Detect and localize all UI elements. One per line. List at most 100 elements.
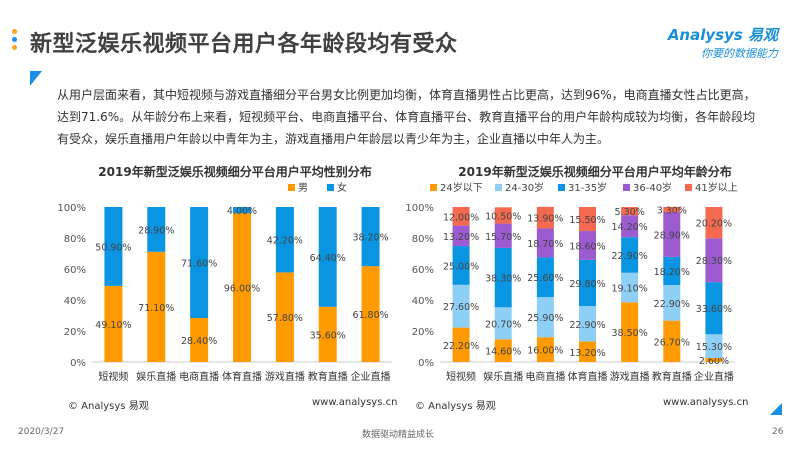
data-label: 20.70% <box>485 319 521 330</box>
bar-segment <box>579 231 596 260</box>
data-label: 15.70% <box>485 232 521 243</box>
bar-segment <box>452 207 470 226</box>
bar-segment <box>579 207 596 232</box>
logo-name: Analysys 易观 <box>667 26 778 44</box>
bar-segment <box>536 257 554 298</box>
data-label: 22.90% <box>569 320 605 331</box>
y-tick-label: 100% <box>57 203 86 214</box>
bar-segment <box>104 207 123 286</box>
data-label: 64.40% <box>310 253 346 264</box>
slogan: 数据驱动精益成长 <box>362 430 435 440</box>
data-label: 33.60% <box>696 304 732 315</box>
y-tick-label: 0% <box>418 358 434 369</box>
data-label: 38.50% <box>612 328 648 339</box>
bar-segment <box>663 212 681 257</box>
chart-title: 2019年新型泛娱乐视频细分平台用户平均年龄分布 <box>458 164 731 179</box>
bar-segment <box>452 246 470 285</box>
data-label: 14.60% <box>485 347 521 358</box>
bar-segment <box>579 341 596 362</box>
y-tick-label: 60% <box>64 265 86 276</box>
data-label: 25.60% <box>527 273 563 284</box>
data-label: 28.40% <box>181 336 217 347</box>
data-label: 5.30% <box>615 207 645 218</box>
bar-segment <box>494 207 512 224</box>
legend-label: 女 <box>337 181 347 194</box>
bar-segment <box>536 228 554 258</box>
bar-segment <box>233 207 251 214</box>
bar-segment <box>536 206 554 229</box>
x-tick-label: 企业直播 <box>694 370 734 383</box>
data-label: 16.00% <box>527 346 563 357</box>
bar-segment <box>494 307 512 340</box>
y-tick-label: 40% <box>412 296 434 307</box>
data-label: 50.90% <box>95 242 131 253</box>
x-tick-label: 娱乐直播 <box>136 370 176 383</box>
y-tick-label: 0% <box>70 358 86 369</box>
bar-segment <box>494 339 512 362</box>
bar-segment <box>494 247 512 308</box>
corner-triangle-icon <box>770 403 782 415</box>
right-url: www.analysys.cn <box>663 397 749 408</box>
data-label: 28.30% <box>696 256 732 267</box>
logo-slogan: 你要的数据能力 <box>701 47 778 60</box>
data-label: 15.30% <box>696 342 732 353</box>
data-label: 38.20% <box>352 233 388 244</box>
bar-segment <box>452 225 470 247</box>
x-tick-label: 教育直播 <box>652 370 692 383</box>
data-label: 3.30% <box>657 206 687 217</box>
legend-swatch <box>623 184 630 191</box>
y-tick-label: 20% <box>64 327 86 338</box>
data-label: 35.60% <box>310 330 346 341</box>
data-label: 12.00% <box>443 212 479 223</box>
data-label: 96.00% <box>224 284 260 295</box>
page-title: 新型泛娱乐视频平台用户各年龄段均有受众 <box>30 32 458 57</box>
data-label: 15.50% <box>569 215 605 226</box>
bar-segment <box>705 238 723 283</box>
x-tick-label: 游戏直播 <box>265 370 305 383</box>
x-tick-label: 企业直播 <box>351 370 391 383</box>
data-label: 20.20% <box>696 219 732 230</box>
legend-label: 31-35岁 <box>568 181 607 194</box>
bar-segment <box>579 259 596 307</box>
bar-segment <box>663 207 681 213</box>
bar-segment <box>361 266 380 362</box>
legend-swatch <box>327 184 334 191</box>
data-label: 13.90% <box>527 214 563 225</box>
legend-label: 41岁以上 <box>695 181 738 194</box>
y-tick-label: 60% <box>412 265 434 276</box>
bar-segment <box>579 306 596 342</box>
data-label: 28.90% <box>138 225 174 236</box>
data-label: 4.00% <box>227 206 257 217</box>
bar-segment <box>621 215 639 238</box>
bar-segment <box>705 357 723 362</box>
bar-segment <box>147 207 166 252</box>
y-tick-label: 40% <box>64 296 86 307</box>
bar-segment <box>190 207 209 318</box>
chart-title: 2019年新型泛娱乐视频细分平台用户平均性别分布 <box>98 164 371 179</box>
data-label: 13.20% <box>569 348 605 359</box>
page-number: 26 <box>772 427 784 437</box>
data-label: 14.20% <box>612 222 648 233</box>
legend-swatch <box>430 184 437 191</box>
data-label: 29.80% <box>569 279 605 290</box>
data-label: 19.10% <box>612 284 648 295</box>
data-label: 25.90% <box>527 313 563 324</box>
logo: Analysys 易观 你要的数据能力 <box>668 24 778 61</box>
x-tick-label: 电商直播 <box>179 370 219 383</box>
date: 2020/3/27 <box>18 427 65 437</box>
bar-segment <box>536 337 554 362</box>
bar-segment <box>275 207 294 273</box>
legend-label: 男 <box>298 182 308 194</box>
legend-swatch <box>685 184 692 191</box>
data-label: 27.60% <box>443 302 479 313</box>
bar-segment <box>275 272 294 362</box>
bar-segment <box>663 285 681 321</box>
legend-label: 24-30岁 <box>505 181 544 194</box>
data-label: 71.60% <box>181 258 217 269</box>
data-label: 71.10% <box>138 303 174 314</box>
bar-segment <box>621 272 639 303</box>
bar-segment <box>452 284 470 328</box>
x-tick-label: 体育直播 <box>222 370 262 383</box>
left-url: www.analysys.cn <box>312 397 398 408</box>
